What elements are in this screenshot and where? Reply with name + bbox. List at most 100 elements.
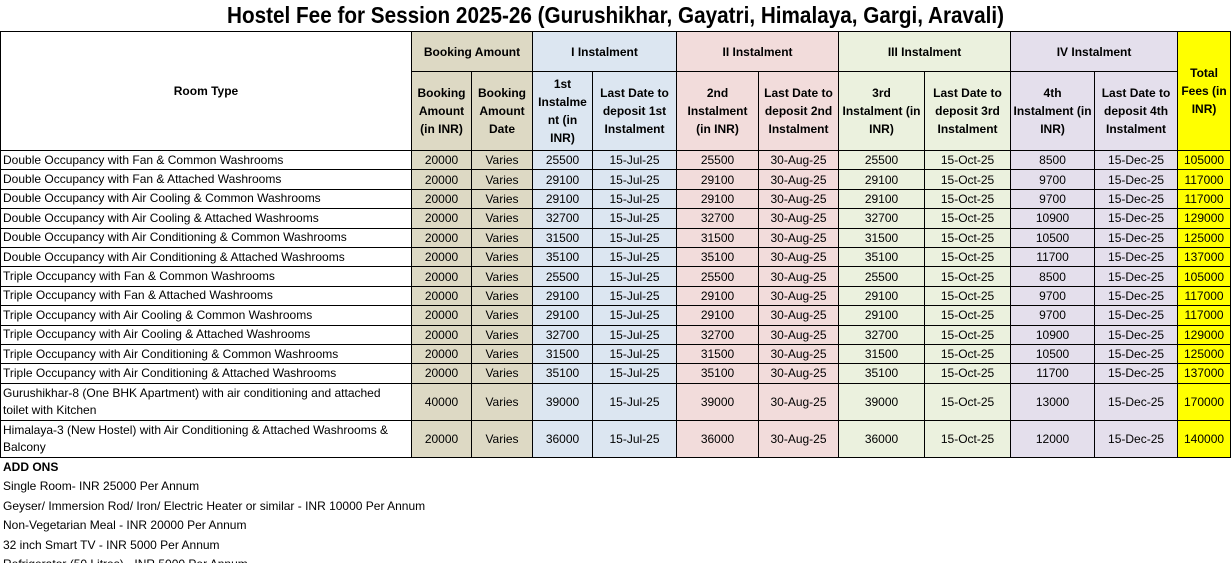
cell: 15-Jul-25	[592, 188, 677, 210]
cell: 15-Oct-25	[924, 188, 1012, 210]
room-type: Gurushikhar-8 (One BHK Apartment) with a…	[0, 382, 412, 421]
cell: 10500	[1010, 343, 1096, 365]
cell: 30-Aug-25	[757, 266, 840, 287]
cell: Varies	[471, 227, 533, 248]
table-row: Triple Occupancy with Air Cooling & Comm…	[0, 305, 1231, 326]
cell: Varies	[471, 285, 533, 307]
cell: 40000	[411, 382, 472, 421]
cell: 29100	[532, 305, 593, 326]
cell: 9700	[1010, 169, 1096, 190]
cell: 30-Aug-25	[757, 227, 840, 248]
cell: 35100	[838, 246, 926, 268]
column-header: Booking Amount Date	[471, 71, 533, 151]
cell: Varies	[471, 324, 533, 345]
cell: Varies	[471, 149, 533, 171]
table-row: Gurushikhar-8 (One BHK Apartment) with a…	[0, 382, 1231, 421]
column-header: 4th Instalment (in INR)	[1010, 71, 1096, 151]
header-group: IV Instalment	[1010, 31, 1179, 72]
cell: 12000	[1010, 419, 1096, 458]
add-on-item: Geyser/ Immersion Rod/ Iron/ Electric He…	[3, 498, 426, 513]
cell: 25500	[838, 266, 926, 287]
cell: 15-Oct-25	[924, 208, 1012, 229]
cell: 125000	[1177, 343, 1231, 365]
cell: 36000	[838, 419, 926, 458]
header-cell: Room Type	[0, 31, 412, 151]
cell: 15-Oct-25	[924, 149, 1012, 171]
add-ons-title: ADD ONS	[3, 459, 59, 474]
cell: 30-Aug-25	[757, 419, 840, 458]
cell: 30-Aug-25	[757, 343, 840, 365]
cell: 15-Dec-25	[1094, 227, 1179, 248]
cell: 15-Jul-25	[592, 343, 677, 365]
cell: 20000	[411, 363, 472, 384]
cell: 35100	[532, 363, 593, 384]
cell: 117000	[1177, 285, 1231, 307]
cell: 29100	[838, 305, 926, 326]
header-group: II Instalment	[675, 31, 840, 72]
cell: 20000	[411, 169, 472, 190]
cell: 20000	[411, 266, 472, 287]
cell: 10500	[1010, 227, 1096, 248]
room-type: Triple Occupancy with Fan & Attached Was…	[0, 285, 412, 307]
cell: 15-Jul-25	[592, 227, 677, 248]
cell: 8500	[1010, 266, 1096, 287]
cell: 20000	[411, 227, 472, 248]
cell: 32700	[676, 324, 759, 345]
cell: 31500	[838, 343, 926, 365]
cell: 15-Oct-25	[924, 246, 1012, 268]
room-type: Double Occupancy with Air Conditioning &…	[0, 246, 412, 268]
cell: 35100	[676, 363, 759, 384]
cell: 15-Jul-25	[592, 169, 677, 190]
cell: Varies	[471, 169, 533, 190]
cell: 15-Jul-25	[592, 149, 677, 171]
add-ons: ADD ONS Single Room- INR 25000 Per Annum G…	[0, 458, 1231, 563]
cell: 15-Oct-25	[924, 419, 1012, 458]
cell: 25500	[532, 266, 593, 287]
cell: 25500	[676, 149, 759, 171]
cell: 39000	[838, 382, 926, 421]
column-header: Last Date to deposit 4th Instalment	[1094, 71, 1179, 151]
cell: 20000	[411, 285, 472, 307]
column-header: 1st Instalment (in INR)	[532, 71, 593, 151]
cell: 25500	[532, 149, 593, 171]
cell: 32700	[838, 324, 926, 345]
header-group: I Instalment	[532, 31, 677, 72]
table-row: Double Occupancy with Air Cooling & Atta…	[0, 208, 1231, 229]
cell: 29100	[532, 285, 593, 307]
cell: 117000	[1177, 305, 1231, 326]
cell: 35100	[532, 246, 593, 268]
cell: 140000	[1177, 419, 1231, 458]
cell: 35100	[838, 363, 926, 384]
room-type: Double Occupancy with Fan & Attached Was…	[0, 169, 412, 190]
cell: 20000	[411, 324, 472, 345]
table-row: Double Occupancy with Air Conditioning &…	[0, 227, 1231, 248]
cell: 32700	[532, 324, 593, 345]
cell: Varies	[471, 419, 533, 458]
cell: 170000	[1177, 382, 1231, 421]
cell: 30-Aug-25	[757, 149, 840, 171]
cell: 29100	[676, 305, 759, 326]
cell: 15-Dec-25	[1094, 246, 1179, 268]
room-type: Double Occupancy with Air Conditioning &…	[0, 227, 412, 248]
cell: 29100	[676, 188, 759, 210]
cell: 15-Jul-25	[592, 208, 677, 229]
add-on-item: 32 inch Smart TV - INR 5000 Per Annum	[3, 537, 220, 552]
room-type: Triple Occupancy with Air Conditioning &…	[0, 343, 412, 365]
cell: 15-Dec-25	[1094, 324, 1179, 345]
cell: 15-Dec-25	[1094, 419, 1179, 458]
column-header: Booking Amount (in INR)	[411, 71, 472, 151]
cell: 20000	[411, 246, 472, 268]
column-header: Last Date to deposit 1st Instalment	[592, 71, 677, 151]
cell: 9700	[1010, 285, 1096, 307]
cell: 15-Dec-25	[1094, 169, 1179, 190]
cell: 31500	[838, 227, 926, 248]
cell: 35100	[676, 246, 759, 268]
cell: 29100	[838, 188, 926, 210]
cell: 20000	[411, 305, 472, 326]
cell: 15-Jul-25	[592, 324, 677, 345]
cell: 105000	[1177, 266, 1231, 287]
table-row: Himalaya-3 (New Hostel) with Air Conditi…	[0, 419, 1231, 458]
table-row: Triple Occupancy with Fan & Attached Was…	[0, 285, 1231, 307]
room-type: Himalaya-3 (New Hostel) with Air Conditi…	[0, 419, 412, 458]
cell: 15-Jul-25	[592, 266, 677, 287]
